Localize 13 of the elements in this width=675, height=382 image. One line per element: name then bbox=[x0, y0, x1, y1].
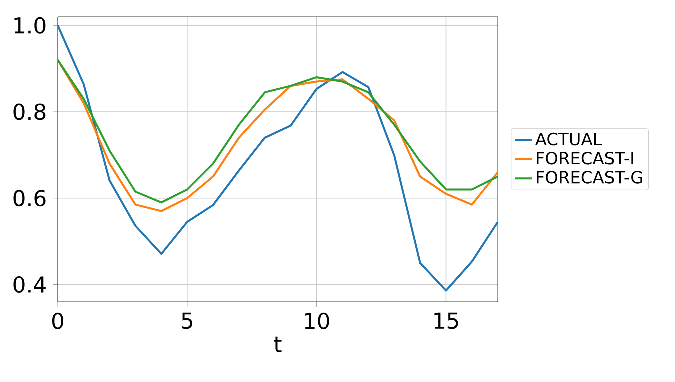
x-tick-label: 10 bbox=[305, 312, 330, 330]
x-tick-label: 0 bbox=[52, 312, 64, 330]
y-tick-label: 0.8 bbox=[14, 104, 46, 120]
y-tick-label: 0.4 bbox=[14, 276, 46, 294]
legend-label: FORECAST-I bbox=[537, 152, 634, 165]
line-series bbox=[58, 24, 498, 292]
legend-label: ACTUAL bbox=[536, 132, 602, 146]
x-axis-title: t bbox=[274, 336, 282, 352]
x-tick-label: 5 bbox=[182, 312, 192, 330]
x-tick-label: 15 bbox=[434, 312, 458, 330]
legend-label: FORECAST-G bbox=[537, 171, 642, 184]
y-tick-label: 1.0 bbox=[14, 17, 46, 34]
y-tick-label: 0.6 bbox=[14, 190, 46, 207]
